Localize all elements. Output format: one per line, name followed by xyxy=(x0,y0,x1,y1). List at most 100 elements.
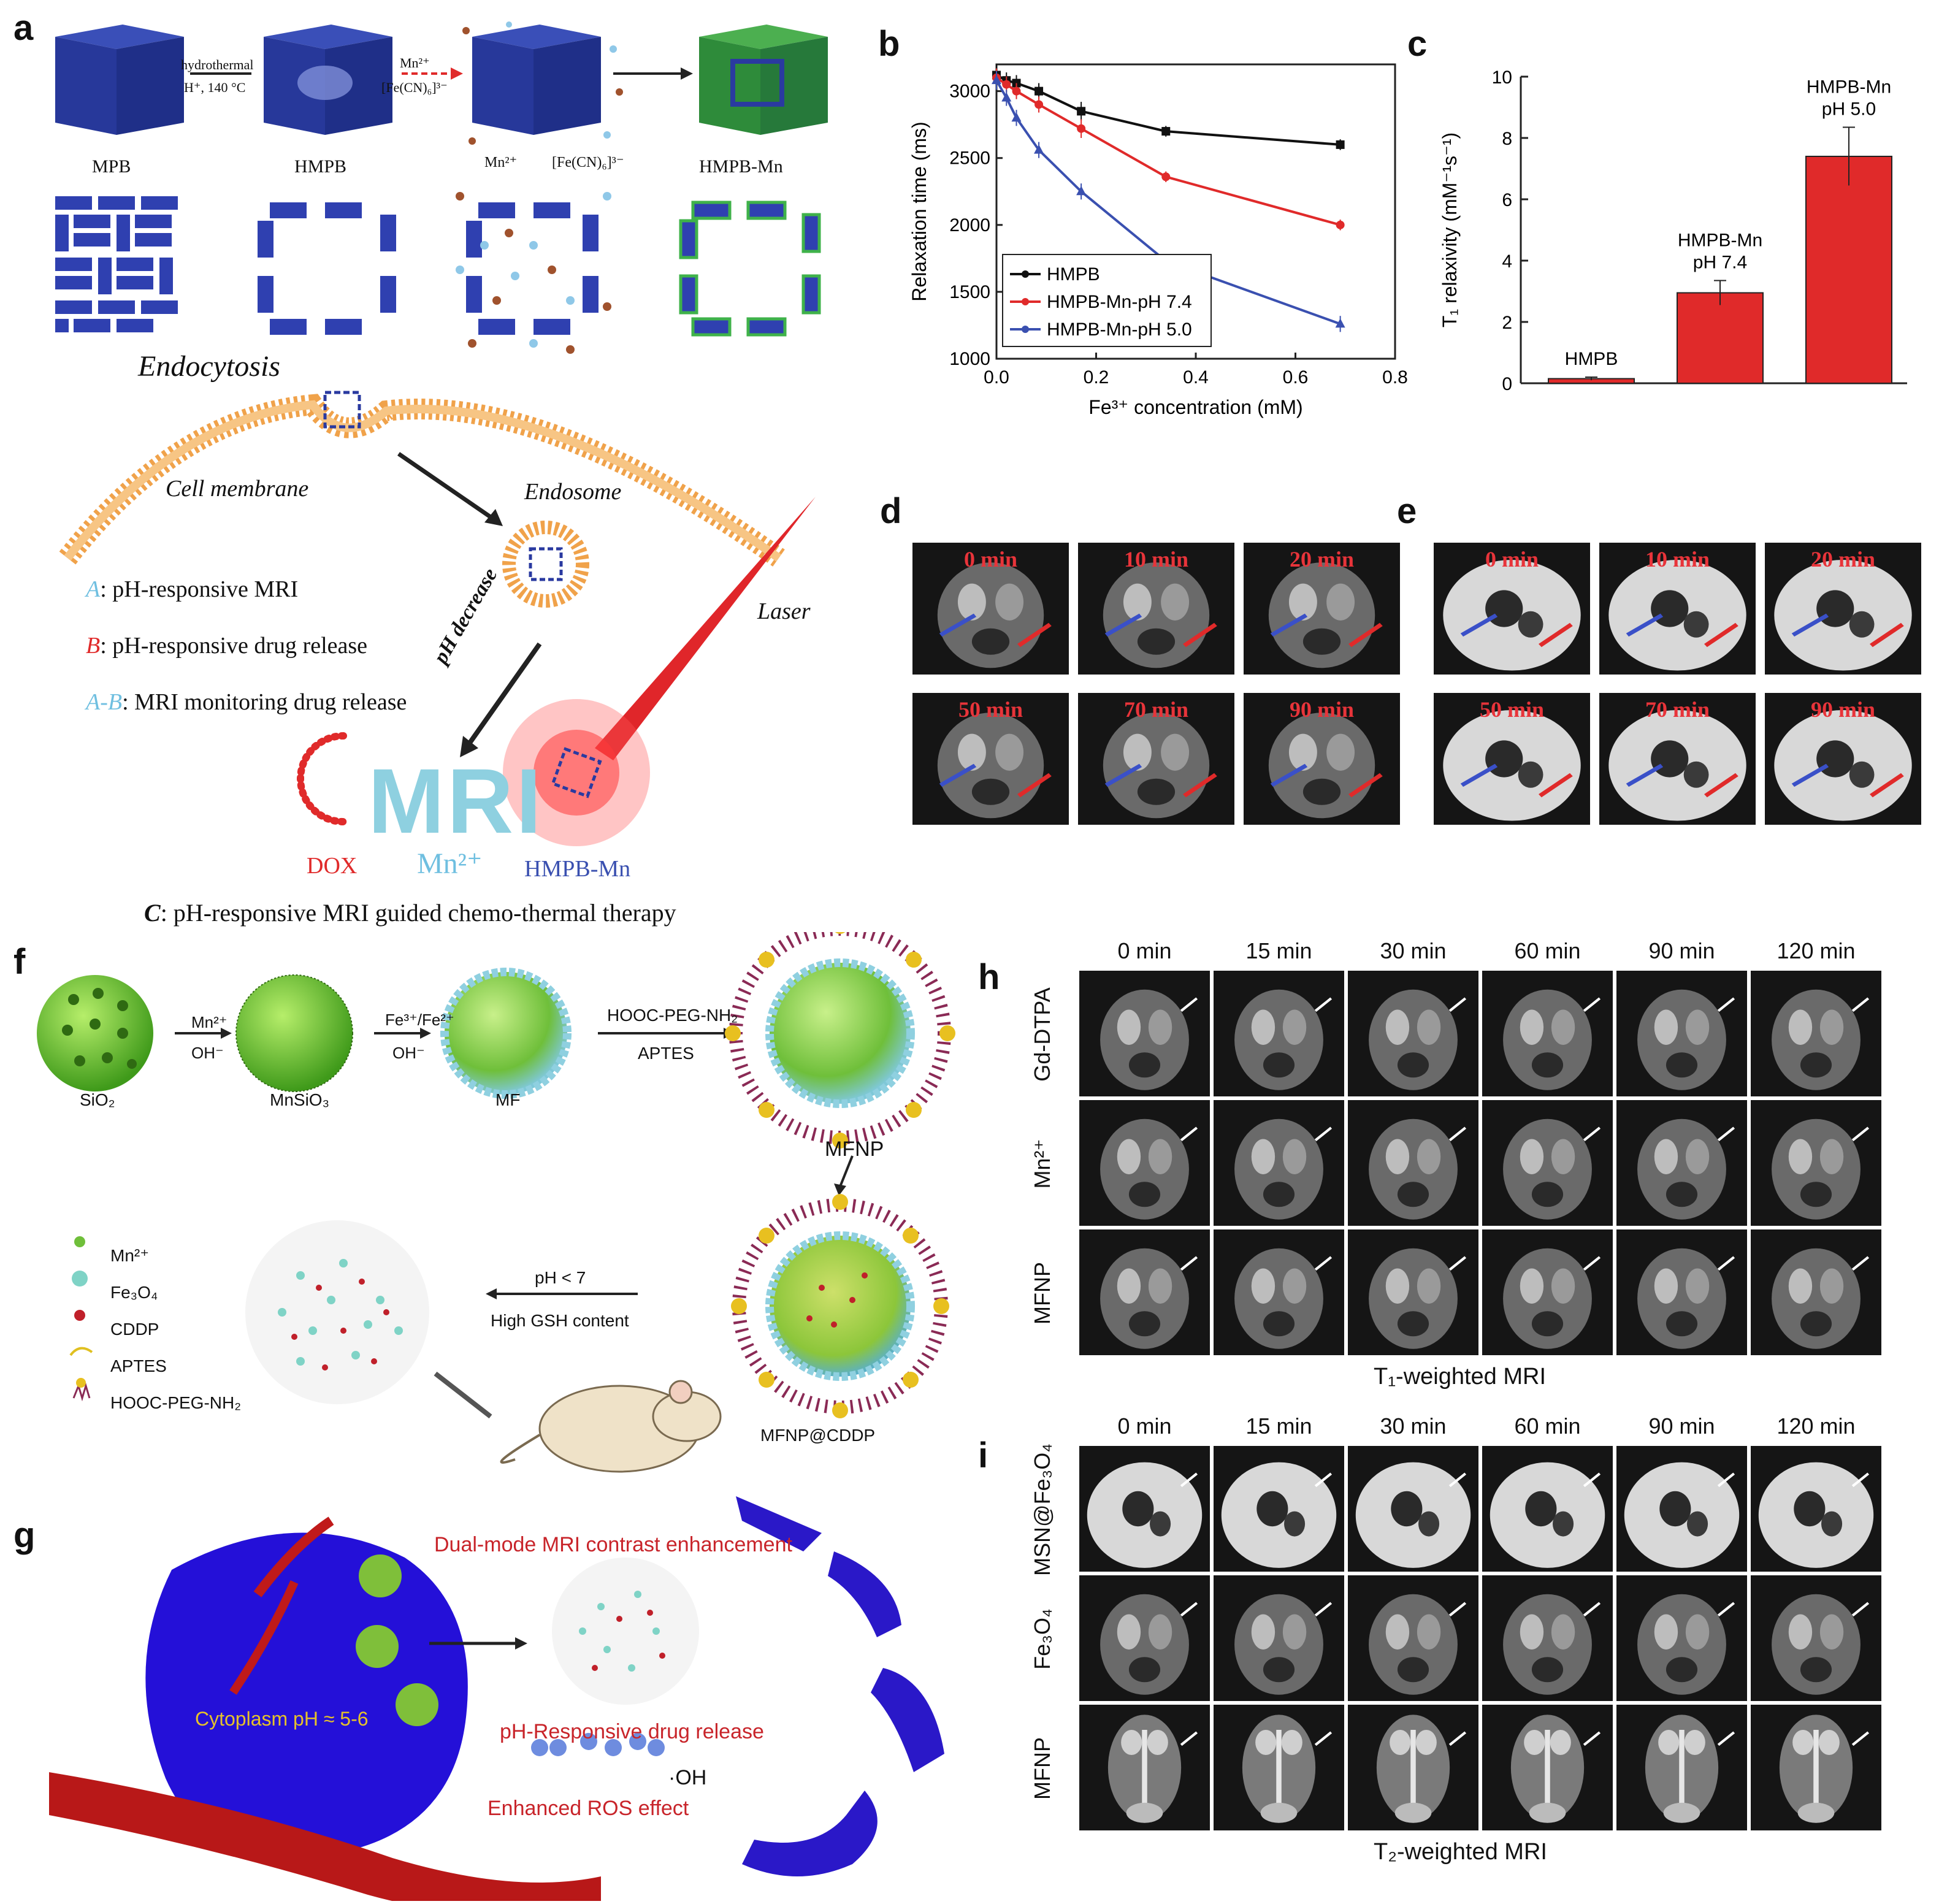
organ-shape xyxy=(1385,1009,1410,1045)
indicator-arrow xyxy=(1104,613,1142,637)
mri-image xyxy=(1348,1229,1478,1355)
tumor-fragments xyxy=(736,1496,944,1876)
mri-scan-graphic xyxy=(1268,713,1383,819)
mri-image xyxy=(1751,1446,1881,1572)
organ-shape xyxy=(1263,1657,1295,1683)
timepoint-header: 30 min xyxy=(1380,1413,1447,1439)
y-tick-label: 3000 xyxy=(949,82,990,102)
mri-image xyxy=(1482,971,1613,1096)
mri-scan-graphic xyxy=(1608,709,1746,821)
organ-shape xyxy=(1792,1730,1814,1755)
stage-label-sio2: SiO₂ xyxy=(80,1090,115,1109)
organ-shape xyxy=(1147,1730,1168,1755)
step1-label-bottom: OH⁻ xyxy=(191,1044,224,1062)
organ-shape xyxy=(1819,1614,1844,1650)
indicator-arrow xyxy=(1180,997,1198,1012)
indicator-arrow xyxy=(1539,622,1573,648)
indicator-arrow xyxy=(1583,1126,1601,1142)
organ-shape xyxy=(1251,1268,1275,1304)
mri-scan-graphic xyxy=(1103,713,1217,819)
mri-scan-graphic xyxy=(1268,562,1383,668)
timepoint-header: 0 min xyxy=(1117,938,1172,963)
mri-scan-graphic xyxy=(1369,1248,1467,1349)
indicator-arrow xyxy=(1791,613,1829,637)
panel-label-h: h xyxy=(978,957,1000,997)
ion-label-fe: [Fe(CN)₆]³⁻ xyxy=(552,155,624,170)
indicator-arrow xyxy=(1704,773,1738,798)
dual-mode-label: Dual-mode MRI contrast enhancement xyxy=(434,1533,792,1556)
organ-shape xyxy=(1123,733,1152,771)
data-point xyxy=(1012,86,1021,96)
mri-scan-graphic xyxy=(1772,1594,1870,1695)
mri-scan-graphic xyxy=(1772,989,1870,1090)
indicator-arrow xyxy=(1583,1472,1601,1488)
organ-shape xyxy=(1302,628,1341,655)
organ-shape xyxy=(1553,1511,1574,1537)
mri-scan-graphic xyxy=(1774,559,1912,671)
indicator-arrow xyxy=(1583,997,1601,1012)
cytoplasm-label: Cytoplasm pH ≈ 5-6 xyxy=(195,1708,369,1730)
indicator-arrow xyxy=(1851,1731,1870,1746)
indicator-arrow xyxy=(1448,1602,1467,1617)
indicator-arrow xyxy=(1851,1256,1870,1271)
hmpb-hollow-pattern xyxy=(258,202,396,335)
indicator-arrow xyxy=(1017,622,1052,648)
indicator-arrow xyxy=(939,763,977,787)
mri-scan-graphic xyxy=(1624,1462,1740,1568)
indicator-arrow xyxy=(1314,997,1333,1012)
indicator-arrow xyxy=(1314,1126,1333,1142)
ion-loaded-pattern xyxy=(456,192,611,354)
panel-label-i: i xyxy=(978,1436,989,1475)
mri-image xyxy=(1616,1446,1747,1572)
organ-shape xyxy=(1658,1730,1680,1755)
indicator-arrow xyxy=(1717,997,1735,1012)
mri-image xyxy=(1616,1705,1747,1830)
organ-shape xyxy=(1663,1802,1700,1823)
mri-image xyxy=(1079,1575,1210,1701)
y-tick-label: 2000 xyxy=(949,215,990,235)
organ-shape xyxy=(1417,1268,1441,1304)
mri-image xyxy=(1616,1229,1747,1355)
hmpb-mn-pattern xyxy=(679,201,821,337)
ion-loading-cube-icon xyxy=(462,21,623,145)
mri-scan-graphic xyxy=(1637,989,1735,1090)
spine-shape xyxy=(1813,1730,1819,1805)
spine-shape xyxy=(1142,1730,1147,1805)
organ-shape xyxy=(1148,1614,1172,1650)
mri-scan-graphic xyxy=(1100,1594,1198,1695)
organ-shape xyxy=(1256,1491,1288,1527)
time-label: 0 min xyxy=(1485,547,1539,572)
organ-shape xyxy=(1326,733,1355,771)
bar-label: pH 5.0 xyxy=(1822,99,1876,120)
time-label: 90 min xyxy=(1289,697,1354,722)
organ-shape xyxy=(1666,1182,1698,1207)
mri-image xyxy=(1079,971,1210,1096)
mri-image xyxy=(1214,1575,1344,1701)
bar-label: HMPB xyxy=(1565,349,1618,369)
data-point xyxy=(1035,86,1044,96)
indicator-arrow xyxy=(1717,1602,1735,1617)
spine-shape xyxy=(1276,1730,1282,1805)
mri-scan-graphic xyxy=(1503,1248,1601,1349)
step2-label-top: Fe³⁺/Fe²⁺ xyxy=(385,1011,454,1029)
mri-image xyxy=(1751,1229,1881,1355)
organ-shape xyxy=(1788,1139,1813,1174)
mri-scan-graphic xyxy=(1503,1118,1601,1220)
laser-label: Laser xyxy=(757,598,811,624)
organ-shape xyxy=(1531,1311,1564,1337)
mri-image: 70 min xyxy=(1078,693,1234,825)
indicator-arrow xyxy=(1460,763,1498,787)
indicator-arrow xyxy=(1870,622,1904,648)
data-point xyxy=(1002,80,1011,89)
mri-image: 90 min xyxy=(1765,693,1921,825)
organ-shape xyxy=(1800,1052,1832,1078)
indicator-arrow xyxy=(1717,1256,1735,1271)
cell-membrane-label: Cell membrane xyxy=(166,476,309,502)
mri-scan-graphic xyxy=(1503,989,1601,1090)
timepoint-header: 15 min xyxy=(1245,938,1312,963)
organ-shape xyxy=(1397,1052,1429,1078)
data-point xyxy=(1034,144,1044,154)
mri-scan-graphic xyxy=(1490,1462,1605,1568)
data-point xyxy=(1335,318,1345,328)
legend-a-item-1: A: pH-responsive MRI xyxy=(86,576,299,602)
